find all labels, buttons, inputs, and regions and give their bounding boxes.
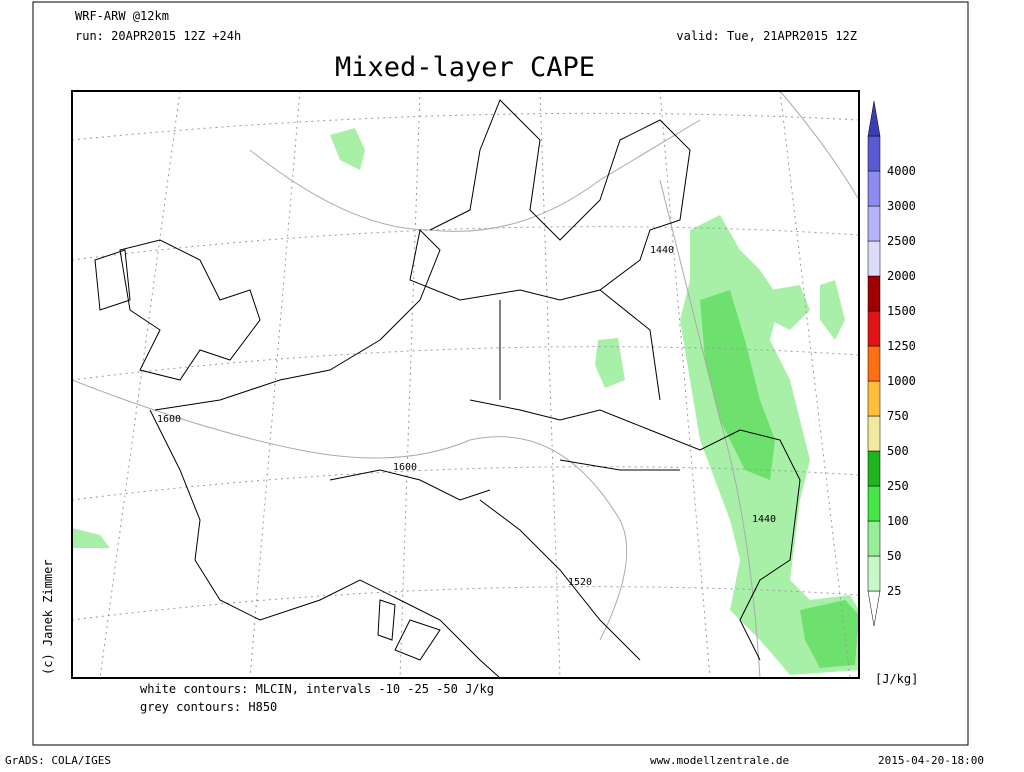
valid-label: valid: Tue, 21APR2015 12Z: [676, 29, 857, 43]
colorbar-box: [867, 380, 881, 417]
contour-label: 1600: [393, 462, 417, 473]
colorbar-box: [867, 345, 881, 382]
colorbar-label: 3000: [887, 199, 916, 213]
contour-label: 1440: [650, 245, 674, 256]
colorbar-label: 50: [887, 549, 901, 563]
credit: (c) Janek Zimmer: [41, 559, 55, 675]
footer-timestamp: 2015-04-20-18:00: [878, 754, 984, 767]
colorbar-label: 4000: [887, 164, 916, 178]
contour-label: 1520: [568, 577, 592, 588]
colorbar-box: [867, 135, 881, 172]
colorbar-box: [867, 170, 881, 207]
coastlines: [94, 99, 801, 678]
footer-site: www.modellzentrale.de: [650, 754, 789, 767]
model-label: WRF-ARW @12km: [75, 9, 169, 23]
contour-label: 1440: [752, 514, 776, 525]
colorbar-box: [867, 520, 881, 557]
colorbar-box: [867, 275, 881, 312]
colorbar-triangle: [867, 100, 881, 137]
colorbar-label: 25: [887, 584, 901, 598]
map: 1440 1600 1600 1440 1520 (c) Janek Zimme…: [41, 90, 860, 679]
colorbar-label: 1000: [887, 374, 916, 388]
colorbar-label: 1500: [887, 304, 916, 318]
map-border: [71, 90, 860, 679]
colorbar-label: 2500: [887, 234, 916, 248]
colorbar-box: [867, 485, 881, 522]
contour-label: 1600: [157, 414, 181, 425]
frame: [32, 1, 969, 746]
colorbar-box: [867, 450, 881, 487]
h850-contours: [72, 91, 859, 678]
colorbar-label: 100: [887, 514, 909, 528]
colorbar-box: [867, 310, 881, 347]
run-label: run: 20APR2015 12Z +24h: [75, 29, 241, 43]
colorbar-label: 500: [887, 444, 909, 458]
note: white contours: MLCIN, intervals -10 -25…: [140, 682, 494, 696]
colorbar-label: 250: [887, 479, 909, 493]
graticule: [72, 91, 859, 678]
cape-strong: [700, 290, 859, 668]
colorbar: 25 50 100 250 500 750 1000 1250 1500 2000 2500 3000…: [867, 100, 916, 627]
colorbar-triangle: [867, 590, 881, 627]
colorbar-label: 750: [887, 409, 909, 423]
colorbar-box: [867, 555, 881, 592]
colorbar-label: 1250: [887, 339, 916, 353]
colorbar-unit: [J/kg]: [875, 672, 918, 686]
note: grey contours: H850: [140, 700, 277, 714]
colorbar-box: [867, 415, 881, 452]
colorbar-label: 2000: [887, 269, 916, 283]
footer-software: GrADS: COLA/IGES: [5, 754, 111, 767]
colorbar-box: [867, 205, 881, 242]
colorbar-box: [867, 240, 881, 277]
contour-labels: 1440 1600 1600 1440 1520: [157, 245, 776, 588]
map-title: Mixed-layer CAPE: [335, 52, 595, 83]
